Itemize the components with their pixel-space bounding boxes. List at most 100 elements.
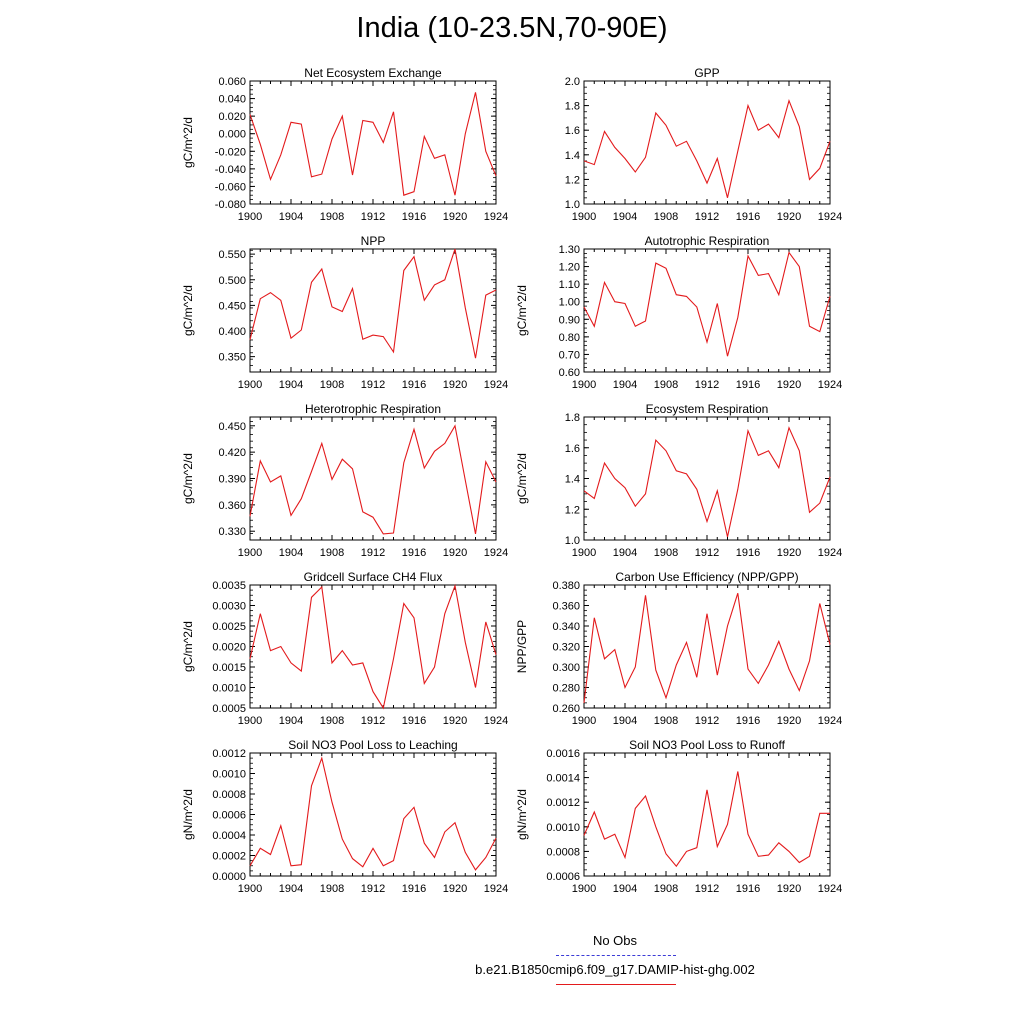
y-tick-label: 0.0025 bbox=[212, 621, 246, 633]
y-tick-label: 0.0000 bbox=[212, 871, 246, 883]
y-tick-label: 0.0002 bbox=[212, 851, 246, 863]
x-tick-label: 1924 bbox=[484, 715, 508, 727]
y-tick-label: 0.0006 bbox=[546, 871, 580, 883]
y-tick-label: 0.0012 bbox=[546, 797, 580, 809]
x-tick-label: 1916 bbox=[402, 715, 426, 727]
y-tick-label: 1.0 bbox=[565, 199, 580, 211]
y-tick-label: 0.360 bbox=[218, 500, 246, 512]
x-tick-label: 1916 bbox=[736, 211, 760, 223]
y-tick-label: 0.90 bbox=[559, 314, 580, 326]
y-tick-label: 0.0010 bbox=[212, 769, 246, 781]
panel-title: NPP bbox=[361, 234, 386, 248]
y-tick-label: 0.0035 bbox=[212, 580, 246, 592]
panel-0: Net Ecosystem Exchange gC/m^2/d 1900 1904 19… bbox=[181, 66, 508, 223]
x-tick-label: 1900 bbox=[238, 211, 262, 223]
x-tick-label: 1920 bbox=[443, 715, 467, 727]
y-tick-label: 1.0 bbox=[565, 535, 580, 547]
x-tick-label: 1908 bbox=[320, 211, 344, 223]
y-axis-label: gC/m^2/d bbox=[181, 621, 195, 672]
x-tick-label: 1920 bbox=[443, 547, 467, 559]
y-tick-label: -0.020 bbox=[215, 146, 246, 158]
x-tick-label: 1908 bbox=[654, 547, 678, 559]
x-tick-label: 1904 bbox=[613, 883, 637, 895]
panel-4: Heterotrophic Respiration gC/m^2/d 1900 190… bbox=[181, 402, 508, 559]
panel-title: GPP bbox=[694, 66, 719, 80]
y-tick-label: 0.0010 bbox=[212, 683, 246, 695]
y-tick-label: 0.390 bbox=[218, 474, 246, 486]
y-tick-label: 0.060 bbox=[218, 76, 246, 88]
panel-9: Soil NO3 Pool Loss to Runoff gN/m^2/d 1900… bbox=[515, 738, 842, 895]
y-tick-label: 1.4 bbox=[565, 474, 580, 486]
y-tick-label: 1.00 bbox=[559, 297, 580, 309]
y-tick-label: 0.420 bbox=[218, 447, 246, 459]
x-tick-label: 1920 bbox=[443, 379, 467, 391]
x-tick-label: 1916 bbox=[736, 883, 760, 895]
y-tick-label: 1.6 bbox=[565, 125, 580, 137]
x-tick-label: 1904 bbox=[613, 547, 637, 559]
x-tick-label: 1908 bbox=[654, 883, 678, 895]
x-tick-label: 1912 bbox=[695, 547, 719, 559]
x-tick-label: 1900 bbox=[572, 211, 596, 223]
series-line-0 bbox=[583, 98, 831, 198]
x-tick-label: 1908 bbox=[320, 883, 344, 895]
y-tick-label: 0.60 bbox=[559, 367, 580, 379]
panel-2: NPP gC/m^2/d 1900 1904 1908 1912 1916 1920 1924 0… bbox=[181, 234, 508, 391]
y-axis-label: gN/m^2/d bbox=[181, 789, 195, 840]
x-tick-label: 1912 bbox=[361, 715, 385, 727]
series-line-0 bbox=[249, 92, 497, 196]
x-tick-label: 1912 bbox=[695, 379, 719, 391]
plot-frame bbox=[249, 416, 497, 541]
series-line-0 bbox=[249, 424, 497, 535]
y-tick-label: 0.450 bbox=[218, 300, 246, 312]
y-tick-label: 0.0004 bbox=[212, 830, 246, 842]
y-tick-label: 1.2 bbox=[565, 504, 580, 516]
y-tick-label: 0.0006 bbox=[212, 810, 246, 822]
x-tick-label: 1924 bbox=[818, 547, 842, 559]
y-tick-label: 0.0012 bbox=[212, 748, 246, 760]
y-tick-label: -0.060 bbox=[215, 181, 246, 193]
panel-title: Ecosystem Respiration bbox=[646, 402, 769, 416]
plot-frame bbox=[249, 584, 497, 709]
y-tick-label: 0.0008 bbox=[546, 846, 580, 858]
y-tick-label: 0.450 bbox=[218, 421, 246, 433]
x-tick-label: 1912 bbox=[695, 883, 719, 895]
x-tick-label: 1920 bbox=[777, 883, 801, 895]
y-tick-label: 0.320 bbox=[552, 642, 580, 654]
y-tick-label: 1.2 bbox=[565, 174, 580, 186]
x-tick-label: 1904 bbox=[279, 379, 303, 391]
x-tick-label: 1912 bbox=[695, 715, 719, 727]
y-tick-label: 0.300 bbox=[552, 662, 580, 674]
y-tick-label: 0.0015 bbox=[212, 662, 246, 674]
x-tick-label: 1924 bbox=[818, 883, 842, 895]
y-tick-label: 0.340 bbox=[552, 621, 580, 633]
x-tick-label: 1920 bbox=[777, 547, 801, 559]
y-axis-label: gC/m^2/d bbox=[515, 453, 529, 504]
y-tick-label: 0.020 bbox=[218, 111, 246, 123]
plot-frame bbox=[583, 80, 831, 205]
y-tick-label: 0.040 bbox=[218, 94, 246, 106]
y-tick-label: 0.280 bbox=[552, 683, 580, 695]
panel-title: Heterotrophic Respiration bbox=[305, 402, 441, 416]
y-tick-label: 1.20 bbox=[559, 262, 580, 274]
plot-frame bbox=[249, 80, 497, 205]
x-tick-label: 1908 bbox=[654, 715, 678, 727]
y-axis-label: gC/m^2/d bbox=[181, 453, 195, 504]
x-tick-label: 1916 bbox=[402, 379, 426, 391]
y-tick-label: 0.260 bbox=[552, 703, 580, 715]
x-tick-label: 1920 bbox=[777, 211, 801, 223]
plot-frame bbox=[249, 248, 497, 373]
x-tick-label: 1904 bbox=[279, 715, 303, 727]
panel-7: Carbon Use Efficiency (NPP/GPP) NPP/GPP 19… bbox=[515, 570, 842, 727]
y-tick-label: 0.330 bbox=[218, 526, 246, 538]
panel-title: Soil NO3 Pool Loss to Leaching bbox=[288, 738, 457, 752]
y-tick-label: 0.0008 bbox=[212, 789, 246, 801]
series-line-0 bbox=[583, 771, 830, 868]
legend-line-no-obs bbox=[556, 955, 676, 956]
series-line-0 bbox=[249, 583, 497, 710]
x-tick-label: 1908 bbox=[320, 547, 344, 559]
x-tick-label: 1916 bbox=[736, 547, 760, 559]
x-tick-label: 1908 bbox=[654, 211, 678, 223]
y-tick-label: 0.380 bbox=[552, 580, 580, 592]
series-line-0 bbox=[249, 756, 497, 871]
